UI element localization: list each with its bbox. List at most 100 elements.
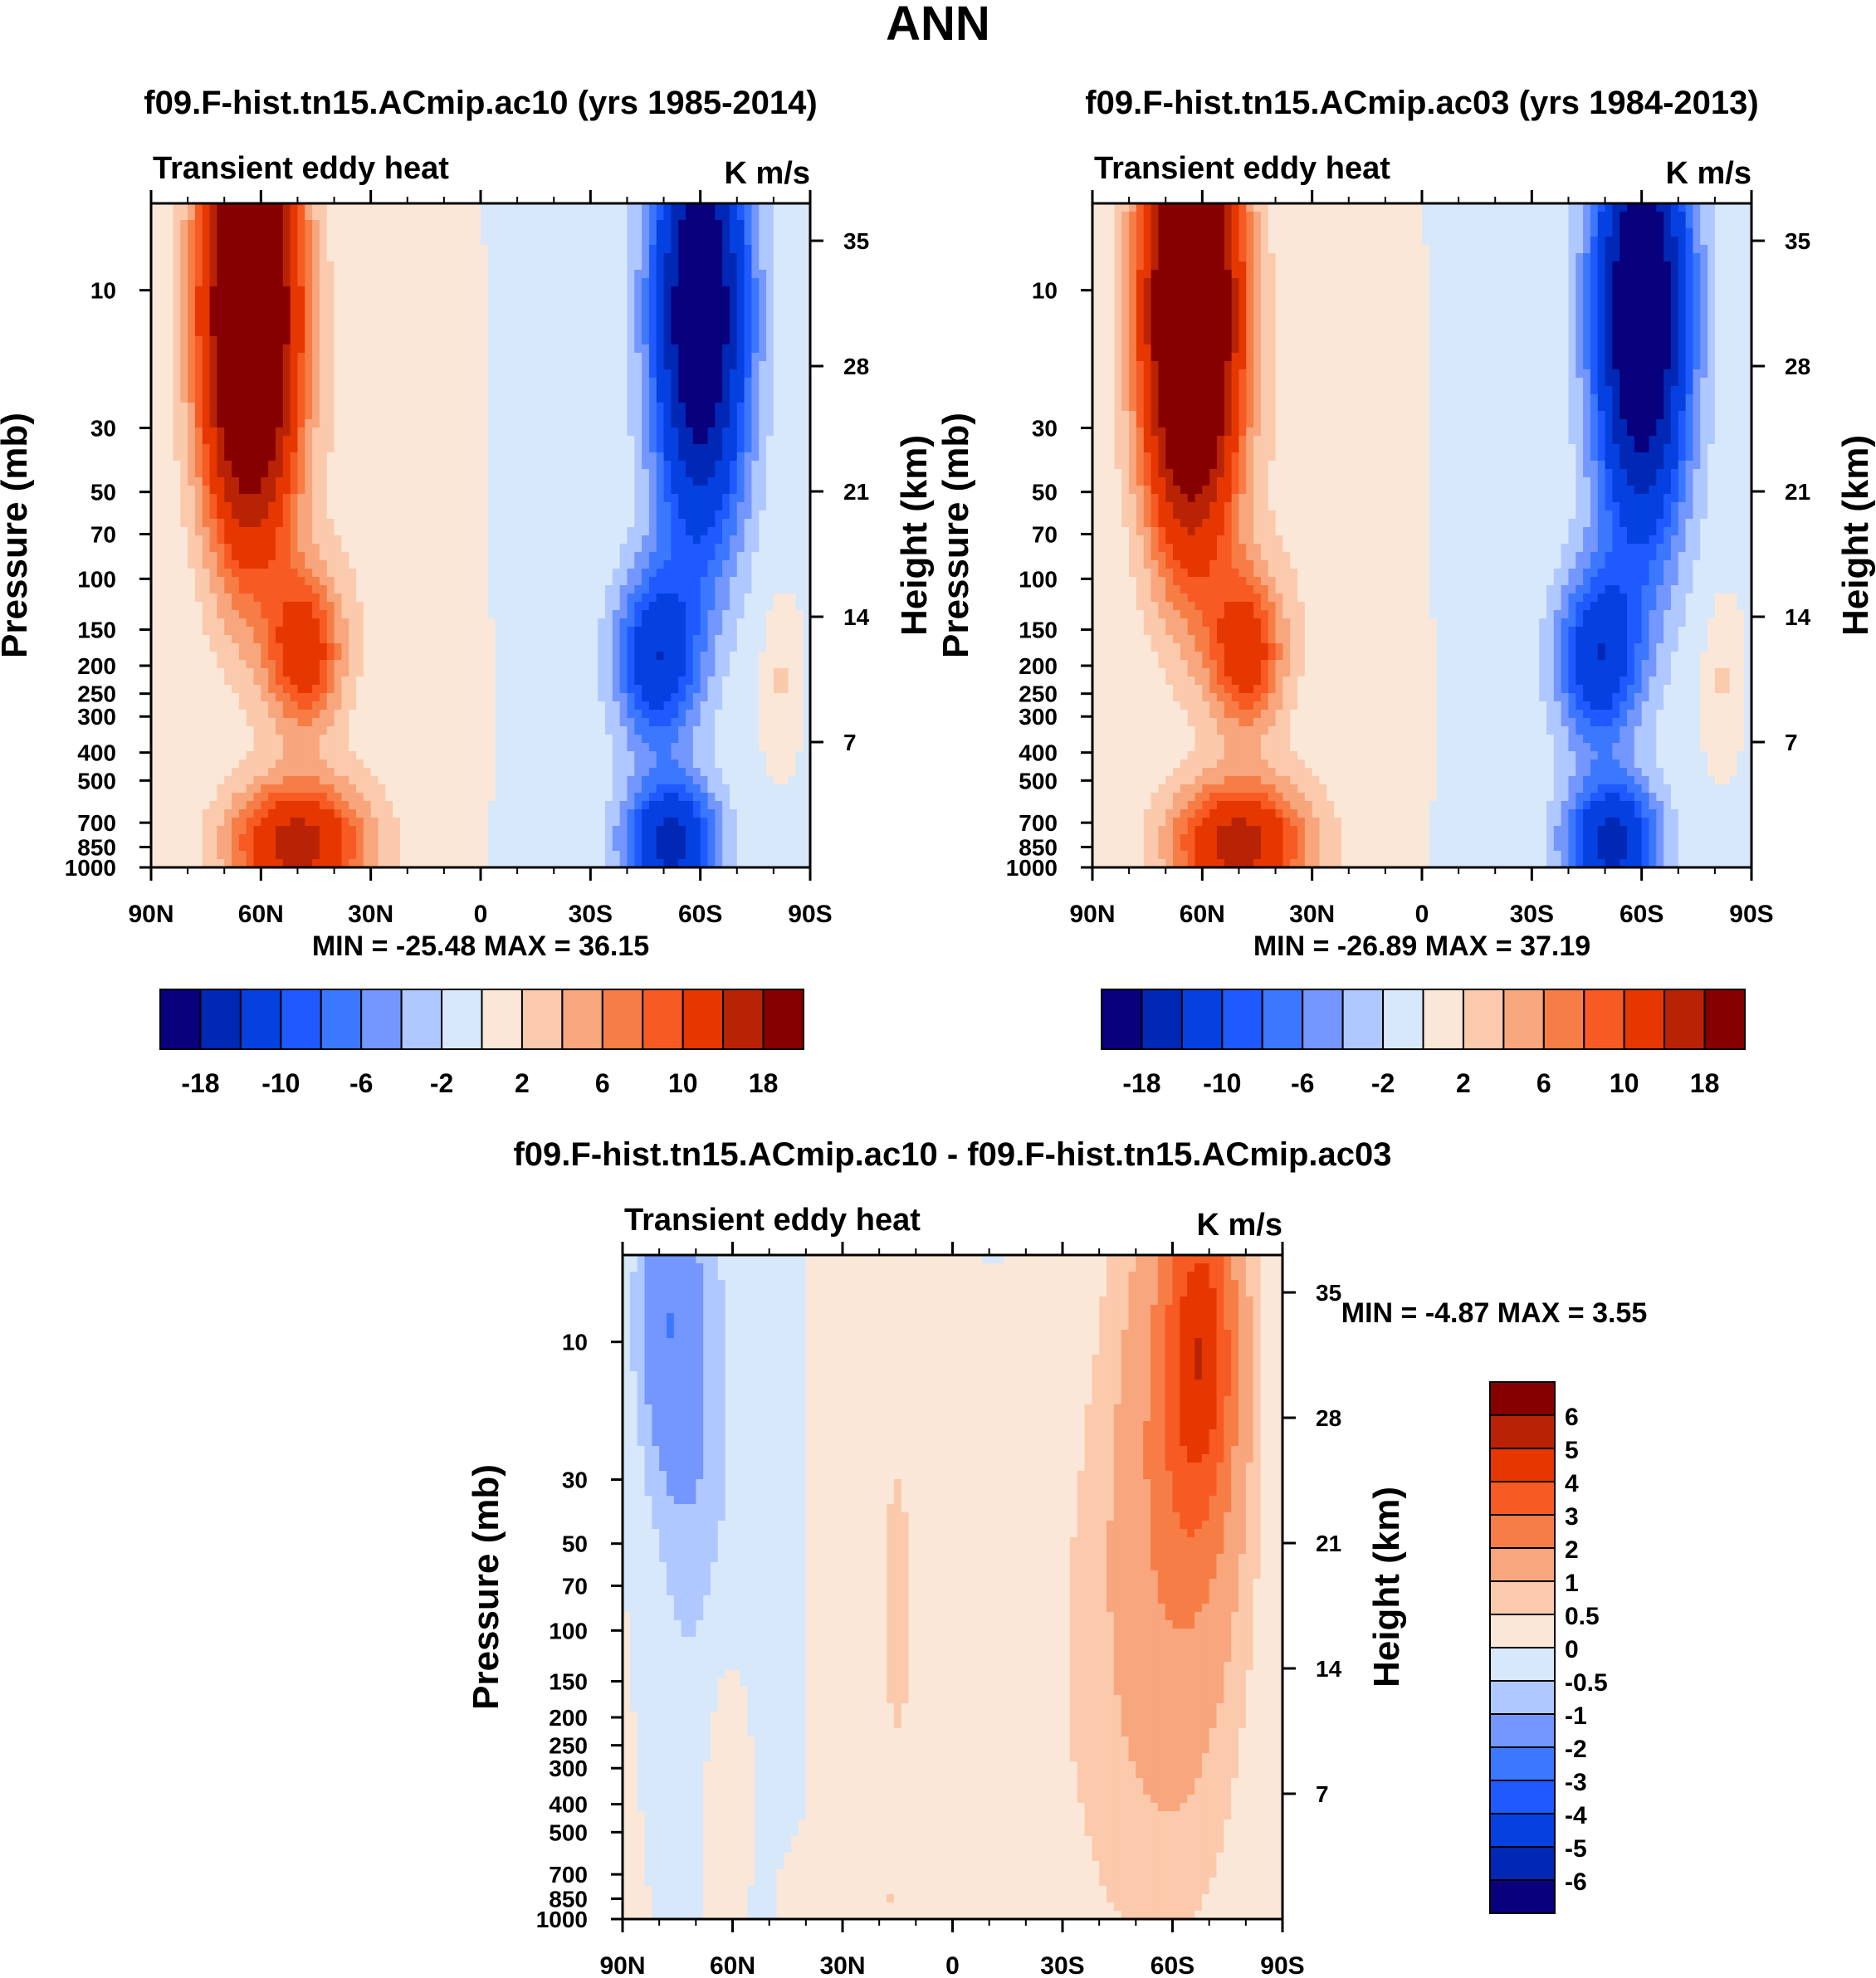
heatmap-cell	[604, 643, 613, 652]
heatmap-cell	[773, 527, 782, 536]
heatmap-cell	[686, 212, 694, 221]
heatmap-cell	[458, 560, 467, 569]
heatmap-cell	[151, 419, 159, 428]
heatmap-cell	[290, 461, 299, 470]
heatmap-cell	[275, 593, 284, 603]
heatmap-cell	[766, 386, 774, 395]
heatmap-cell	[707, 560, 716, 569]
heatmap-cell	[539, 378, 547, 387]
heatmap-cell	[604, 618, 613, 628]
heatmap-cell	[598, 527, 606, 536]
heatmap-cell	[458, 510, 467, 520]
heatmap-cell	[612, 643, 621, 652]
heatmap-cell	[414, 527, 423, 536]
heatmap-cell	[363, 552, 372, 561]
heatmap-cell	[341, 494, 349, 503]
heatmap-cell	[437, 344, 445, 354]
heatmap-cell	[443, 320, 452, 329]
heatmap-cell	[282, 635, 291, 644]
heatmap-cell	[356, 602, 364, 611]
heatmap-cell	[583, 419, 591, 428]
heatmap-cell	[773, 378, 782, 387]
heatmap-cell	[232, 618, 240, 628]
heatmap-cell	[642, 353, 650, 362]
heatmap-cell	[692, 361, 701, 370]
heatmap-cell	[766, 618, 774, 628]
heatmap-cell	[568, 477, 577, 486]
heatmap-cell	[700, 635, 709, 644]
heatmap-cell	[766, 643, 774, 652]
heatmap-cell	[341, 444, 349, 453]
heatmap-cell	[495, 278, 504, 287]
heatmap-cell	[744, 535, 753, 545]
heatmap-cell	[495, 577, 504, 586]
heatmap-cell	[692, 627, 701, 636]
heatmap-cell	[788, 303, 796, 312]
heatmap-cell	[290, 577, 299, 586]
heatmap-cell	[729, 278, 738, 287]
heatmap-cell	[458, 652, 467, 661]
heatmap-cell	[495, 261, 504, 271]
heatmap-cell	[180, 618, 188, 628]
heatmap-cell	[531, 394, 540, 403]
heatmap-cell	[502, 510, 511, 520]
heatmap-cell	[356, 436, 364, 445]
heatmap-cell	[202, 652, 211, 661]
heatmap-cell	[326, 378, 335, 387]
heatmap-cell	[634, 394, 642, 403]
heatmap-cell	[319, 461, 328, 470]
heatmap-cell	[253, 643, 261, 652]
heatmap-cell	[253, 286, 261, 295]
heatmap-cell	[282, 203, 291, 212]
heatmap-cell	[312, 585, 320, 594]
heatmap-cell	[561, 411, 569, 420]
heatmap-cell	[502, 469, 511, 478]
heatmap-cell	[707, 311, 716, 320]
heatmap-cell	[546, 602, 554, 611]
heatmap-cell	[443, 386, 452, 395]
heatmap-cell	[232, 245, 240, 254]
heatmap-cell	[759, 544, 767, 553]
heatmap-cell	[429, 328, 437, 337]
heatmap-cell	[151, 486, 159, 495]
heatmap-cell	[282, 386, 291, 395]
heatmap-cell	[671, 427, 679, 437]
heatmap-cell	[495, 585, 504, 594]
heatmap-cell	[707, 237, 716, 246]
heatmap-cell	[487, 519, 496, 528]
heatmap-cell	[744, 427, 753, 437]
heatmap-cell	[224, 602, 232, 611]
heatmap-cell	[458, 585, 467, 594]
heatmap-cell	[487, 253, 496, 262]
heatmap-cell	[268, 228, 276, 237]
heatmap-cell	[663, 469, 672, 478]
heatmap-cell	[546, 444, 554, 453]
heatmap-cell	[656, 444, 665, 453]
heatmap-cell	[268, 386, 276, 395]
heatmap-cell	[539, 544, 547, 553]
heatmap-cell	[773, 585, 782, 594]
heatmap-cell	[319, 419, 328, 428]
heatmap-cell	[751, 627, 760, 636]
heatmap-cell	[736, 461, 745, 470]
heatmap-cell	[612, 353, 621, 362]
heatmap-cell	[224, 378, 232, 387]
heatmap-cell	[319, 519, 328, 528]
heatmap-cell	[598, 220, 606, 229]
heatmap-cell	[422, 469, 430, 478]
heatmap-cell	[531, 469, 540, 478]
heatmap-cell	[517, 602, 525, 611]
heatmap-cell	[568, 577, 577, 586]
heatmap-cell	[165, 336, 174, 345]
heatmap-cell	[466, 544, 474, 553]
heatmap-cell	[678, 253, 686, 262]
heatmap-cell	[604, 461, 613, 470]
heatmap-cell	[495, 344, 504, 354]
heatmap-cell	[407, 502, 416, 511]
heatmap-cell	[297, 535, 305, 545]
heatmap-cell	[531, 220, 540, 229]
heatmap-cell	[686, 510, 694, 520]
heatmap-cell	[612, 436, 621, 445]
heatmap-cell	[246, 286, 255, 295]
heatmap-cell	[744, 220, 753, 229]
